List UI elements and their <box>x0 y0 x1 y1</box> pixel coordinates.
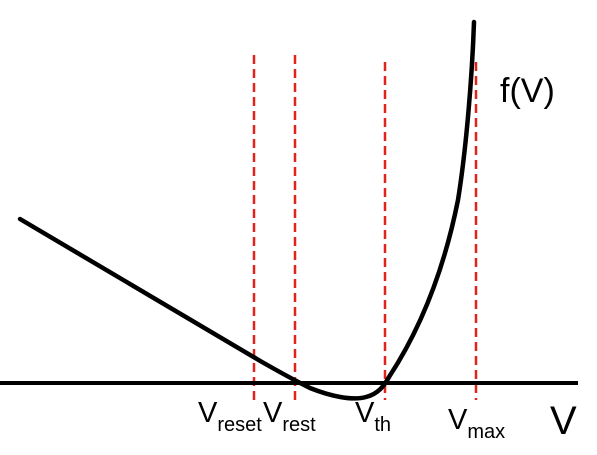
f-of-v-curve <box>17 19 477 401</box>
v-rest-label: Vrest <box>263 397 316 436</box>
v-th-base: V <box>355 397 375 429</box>
v-max-subscript: max <box>467 421 505 443</box>
v-rest-base: V <box>263 397 283 429</box>
v-rest-subscript: rest <box>282 414 316 436</box>
v-max-base: V <box>448 404 468 436</box>
v-max-label: Vmax <box>448 404 505 443</box>
v-reset-subscript: reset <box>217 414 262 436</box>
v-reset-label: Vreset <box>198 397 262 436</box>
axis-label: V <box>550 399 577 443</box>
v-th-label: Vth <box>355 397 391 436</box>
marker-lines <box>252 55 478 400</box>
v-reset-base: V <box>198 397 218 429</box>
function-label: f(V) <box>500 72 555 110</box>
v-th-subscript: th <box>374 414 391 436</box>
